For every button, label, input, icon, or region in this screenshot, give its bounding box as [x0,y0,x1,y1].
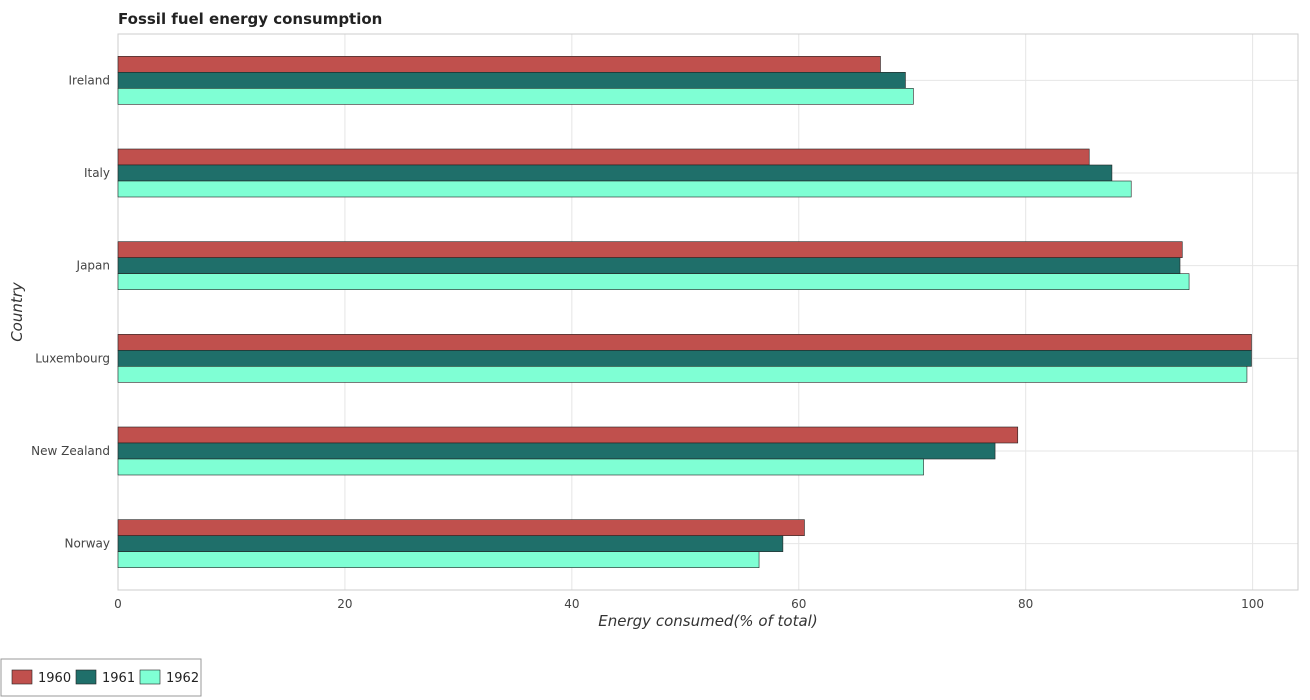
bar-japan-1960 [117,241,1183,258]
bar-ireland-1961 [117,72,906,89]
y-tick-label: New Zealand [31,444,110,458]
bar-japan-1962 [117,273,1190,290]
bar-ireland-1962 [117,88,914,105]
legend-swatch [139,669,161,685]
bar-new-zealand-1962 [117,458,924,476]
bar-italy-1961 [117,164,1113,182]
y-tick-labels: Ireland Italy Japan Luxembourg New Zealand No… [31,73,110,550]
bar-norway-1961 [117,535,784,552]
legend-label: 1960 [38,671,71,686]
legend-label: 1961 [102,671,135,686]
y-tick-label: Luxembourg [35,351,110,365]
legend-label: 1962 [166,671,199,686]
x-tick-labels: 0 20 40 60 80 100 [114,597,1264,611]
bar-italy-1960 [117,148,1090,166]
bar-luxembourg-1960 [117,334,1252,351]
y-tick-label: Ireland [68,73,110,87]
x-tick-label: 80 [1018,597,1033,611]
y-tick-label: Japan [76,259,110,273]
bar-luxembourg-1962 [117,366,1248,383]
x-axis-label: Energy consumed(% of total) [598,612,817,630]
x-tick-label: 20 [337,597,352,611]
x-tick-label: 0 [114,597,122,611]
bar-new-zealand-1961 [117,442,996,460]
bar-norway-1962 [117,551,760,568]
x-tick-label: 60 [791,597,806,611]
bar-norway-1960 [117,519,805,536]
bar-italy-1962 [117,180,1132,198]
plot-frame [117,33,1299,591]
legend-swatch [11,669,33,685]
y-tick-label: Norway [64,537,110,551]
legend-swatch [75,669,97,685]
legend-box [0,658,202,697]
y-axis-label: Country [8,281,26,342]
grid [117,34,1298,590]
bar-ireland-1960 [117,56,881,73]
bar-japan-1961 [117,257,1181,274]
chart-title: Fossil fuel energy consumption [118,10,382,28]
bar-new-zealand-1960 [117,426,1019,444]
y-tick-label: Italy [84,166,110,180]
bar-luxembourg-1961 [117,350,1252,367]
x-tick-label: 100 [1241,597,1264,611]
x-tick-label: 40 [564,597,579,611]
bars [117,56,1252,568]
legend: 1960 1961 1962 [0,658,202,697]
